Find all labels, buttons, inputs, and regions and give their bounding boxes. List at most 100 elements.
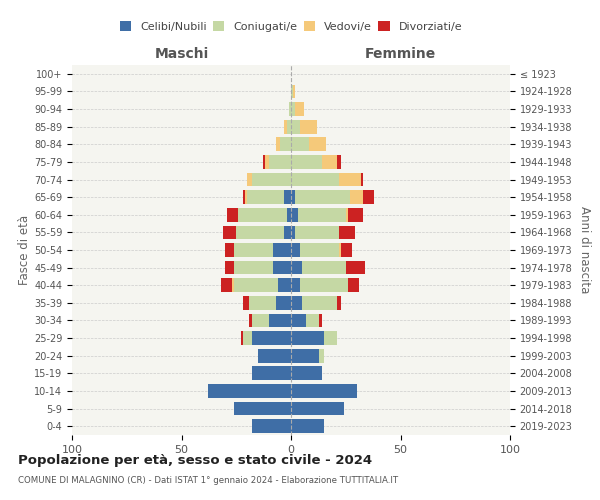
Bar [300, 278, 348, 292]
Bar [234, 278, 278, 292]
Bar [302, 260, 346, 274]
Bar [291, 120, 300, 134]
Text: Maschi: Maschi [154, 48, 209, 62]
Bar [226, 243, 234, 257]
Bar [346, 260, 365, 274]
Bar [234, 243, 274, 257]
Bar [243, 296, 250, 310]
Bar [363, 190, 374, 204]
Bar [291, 366, 322, 380]
Bar [337, 296, 341, 310]
Bar [291, 296, 302, 310]
Bar [291, 331, 324, 345]
Bar [308, 138, 326, 151]
Bar [208, 384, 291, 398]
Bar [243, 331, 251, 345]
Bar [265, 155, 269, 169]
Bar [291, 208, 298, 222]
Bar [291, 278, 300, 292]
Bar [221, 278, 232, 292]
Bar [300, 243, 339, 257]
Bar [350, 190, 363, 204]
Bar [269, 314, 291, 328]
Bar [341, 243, 352, 257]
Bar [291, 314, 307, 328]
Bar [319, 314, 322, 328]
Bar [291, 155, 322, 169]
Bar [274, 260, 291, 274]
Bar [234, 402, 291, 415]
Bar [227, 208, 238, 222]
Bar [348, 278, 359, 292]
Text: Popolazione per età, sesso e stato civile - 2024: Popolazione per età, sesso e stato civil… [18, 454, 372, 467]
Bar [234, 260, 274, 274]
Bar [300, 120, 317, 134]
Bar [295, 102, 304, 116]
Y-axis label: Fasce di età: Fasce di età [18, 215, 31, 285]
Bar [291, 349, 319, 362]
Bar [346, 208, 348, 222]
Bar [236, 226, 284, 239]
Bar [298, 208, 346, 222]
Bar [251, 420, 291, 433]
Bar [302, 296, 337, 310]
Bar [250, 314, 251, 328]
Bar [339, 243, 341, 257]
Bar [287, 208, 291, 222]
Bar [337, 155, 341, 169]
Bar [319, 349, 324, 362]
Bar [291, 172, 339, 186]
Bar [247, 190, 284, 204]
Bar [275, 138, 280, 151]
Legend: Celibi/Nubili, Coniugati/e, Vedovi/e, Divorziati/e: Celibi/Nubili, Coniugati/e, Vedovi/e, Di… [118, 19, 464, 34]
Bar [263, 155, 265, 169]
Bar [295, 190, 350, 204]
Bar [293, 84, 295, 98]
Bar [251, 172, 291, 186]
Bar [243, 190, 245, 204]
Bar [291, 384, 356, 398]
Bar [291, 102, 295, 116]
Bar [251, 366, 291, 380]
Text: Femmine: Femmine [365, 48, 436, 62]
Bar [289, 102, 291, 116]
Bar [291, 260, 302, 274]
Bar [223, 226, 236, 239]
Bar [284, 226, 291, 239]
Bar [291, 84, 293, 98]
Bar [324, 331, 337, 345]
Bar [339, 226, 355, 239]
Bar [361, 172, 363, 186]
Bar [322, 155, 337, 169]
Bar [241, 331, 243, 345]
Bar [251, 331, 291, 345]
Bar [251, 314, 269, 328]
Bar [284, 120, 287, 134]
Bar [269, 155, 291, 169]
Bar [287, 120, 291, 134]
Bar [295, 226, 339, 239]
Bar [291, 402, 344, 415]
Bar [284, 190, 291, 204]
Bar [250, 296, 275, 310]
Bar [307, 314, 319, 328]
Bar [291, 243, 300, 257]
Bar [274, 243, 291, 257]
Bar [245, 190, 247, 204]
Bar [291, 138, 308, 151]
Bar [232, 278, 234, 292]
Bar [275, 296, 291, 310]
Bar [291, 226, 295, 239]
Bar [238, 208, 287, 222]
Bar [339, 172, 361, 186]
Bar [226, 260, 234, 274]
Y-axis label: Anni di nascita: Anni di nascita [578, 206, 591, 294]
Text: COMUNE DI MALAGNINO (CR) - Dati ISTAT 1° gennaio 2024 - Elaborazione TUTTITALIA.: COMUNE DI MALAGNINO (CR) - Dati ISTAT 1°… [18, 476, 398, 485]
Bar [280, 138, 291, 151]
Bar [247, 172, 251, 186]
Bar [291, 420, 324, 433]
Bar [291, 190, 295, 204]
Bar [258, 349, 291, 362]
Bar [278, 278, 291, 292]
Bar [348, 208, 363, 222]
